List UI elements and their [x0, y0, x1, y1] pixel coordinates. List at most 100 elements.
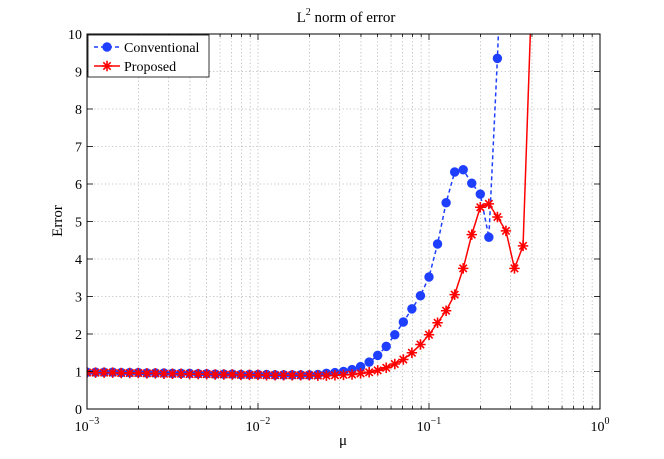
ticks	[86, 33, 601, 410]
y-tick-label: 6	[75, 178, 82, 193]
chart-title-superscript: 2	[306, 7, 311, 18]
proposed-point	[210, 369, 221, 380]
conventional-point	[424, 272, 434, 282]
y-tick-label: 10	[68, 28, 82, 43]
y-tick-label: 1	[75, 366, 82, 381]
proposed-point	[218, 369, 230, 380]
proposed-point	[312, 370, 324, 381]
proposed-point	[398, 354, 409, 365]
proposed-point	[440, 305, 452, 316]
conventional-point	[449, 167, 460, 177]
conventional-point	[458, 165, 468, 175]
y-tick-label: 9	[75, 66, 82, 81]
y-tick-label: 8	[75, 103, 82, 118]
proposed-point	[415, 339, 426, 350]
proposed-point	[90, 367, 101, 378]
x-tick-exponent: −2	[260, 416, 271, 427]
proposed-point	[500, 225, 512, 237]
x-tick-base: 10	[246, 420, 260, 435]
conventional-point	[484, 232, 494, 242]
y-tick-label: 5	[75, 216, 82, 231]
y-axis-title: Error	[50, 205, 66, 237]
proposed-point	[124, 367, 135, 379]
conventional-point	[364, 357, 374, 367]
conventional-point	[492, 53, 503, 64]
proposed-point	[509, 263, 520, 274]
proposed-point	[107, 367, 118, 378]
x-tick-exponent: −1	[431, 416, 442, 427]
proposed-point	[406, 347, 418, 358]
conventional-point	[398, 317, 409, 327]
proposed-point	[432, 317, 443, 328]
proposed-point	[346, 369, 358, 380]
x-tick-exponent: −3	[89, 416, 100, 427]
y-tick-label: 2	[75, 328, 82, 343]
proposed-point	[116, 367, 127, 379]
proposed-point	[372, 365, 383, 376]
proposed-point	[355, 368, 366, 379]
y-tick-label: 4	[75, 253, 82, 268]
x-tick-label: 10−3	[75, 416, 100, 435]
x-tick-exponent: 0	[605, 416, 610, 427]
proposed-point	[175, 368, 187, 379]
conventional-point	[475, 189, 485, 199]
proposed-point	[141, 368, 153, 379]
y-tick-label: 3	[75, 291, 82, 306]
proposed-point	[321, 370, 332, 381]
x-tick-label: 100	[591, 416, 610, 435]
proposed-point	[98, 367, 110, 378]
proposed-point	[133, 367, 144, 379]
legend-marker-conventional	[102, 42, 112, 52]
proposed-point	[483, 198, 495, 210]
proposed-point	[261, 370, 272, 381]
conventional-point	[407, 304, 417, 314]
proposed-point	[492, 211, 503, 223]
proposed-point	[458, 263, 469, 274]
conventional-point	[373, 350, 383, 361]
legend-label-conventional: Conventional	[124, 41, 200, 56]
proposed-point	[423, 329, 435, 340]
series-proposed	[87, 0, 536, 381]
chart-title-rest: norm of error	[311, 10, 396, 26]
proposed-point	[269, 370, 281, 381]
conventional-point	[415, 291, 426, 301]
proposed-point	[244, 369, 255, 381]
proposed-point	[167, 368, 178, 379]
proposed-point	[329, 370, 341, 381]
proposed-point	[517, 240, 529, 252]
legend-label-proposed: Proposed	[124, 60, 176, 75]
x-tick-base: 10	[417, 420, 431, 435]
legend-marker-proposed	[101, 60, 113, 72]
proposed-point	[150, 368, 161, 379]
proposed-point	[278, 370, 289, 381]
x-tick-base: 10	[75, 420, 89, 435]
proposed-point	[252, 369, 264, 381]
proposed-point	[475, 202, 486, 213]
proposed-point	[449, 289, 460, 300]
x-tick-label: 10−2	[246, 416, 271, 435]
conventional-point	[381, 341, 391, 352]
proposed-point	[381, 362, 392, 373]
proposed-point	[287, 370, 298, 381]
proposed-point	[184, 368, 195, 380]
x-tick-base: 10	[591, 420, 605, 435]
x-tick-label: 10−1	[417, 416, 442, 435]
conventional-point	[432, 239, 443, 249]
y-tick-label: 0	[75, 403, 82, 418]
conventional-point	[441, 198, 451, 208]
chart-title: L2 norm of error	[297, 7, 396, 26]
proposed-point	[304, 370, 315, 381]
legend-box	[87, 34, 210, 78]
proposed-point	[526, 0, 536, 2]
proposed-point	[201, 368, 212, 380]
proposed-point	[295, 370, 306, 381]
proposed-point	[466, 229, 477, 240]
proposed-point	[235, 369, 247, 381]
x-axis-title: μ	[339, 433, 347, 449]
chart-title-main: L	[297, 10, 306, 26]
proposed-point	[338, 369, 349, 381]
proposed-point	[227, 369, 238, 380]
proposed-point	[389, 358, 401, 370]
